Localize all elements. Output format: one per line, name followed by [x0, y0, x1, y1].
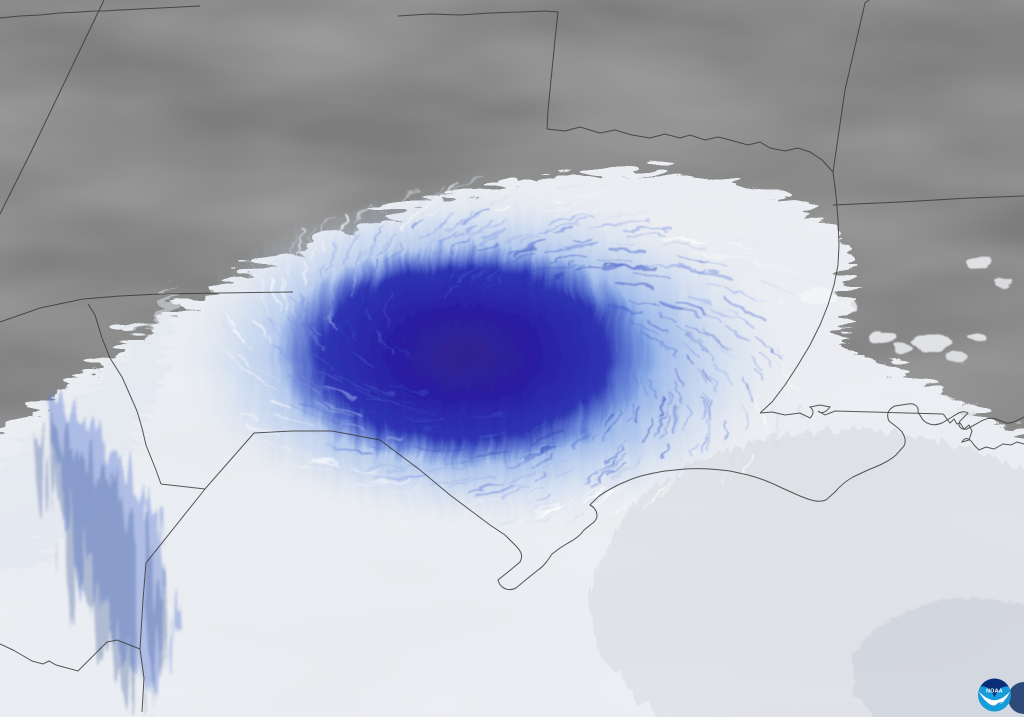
svg-text:NOAA: NOAA	[986, 688, 1003, 694]
